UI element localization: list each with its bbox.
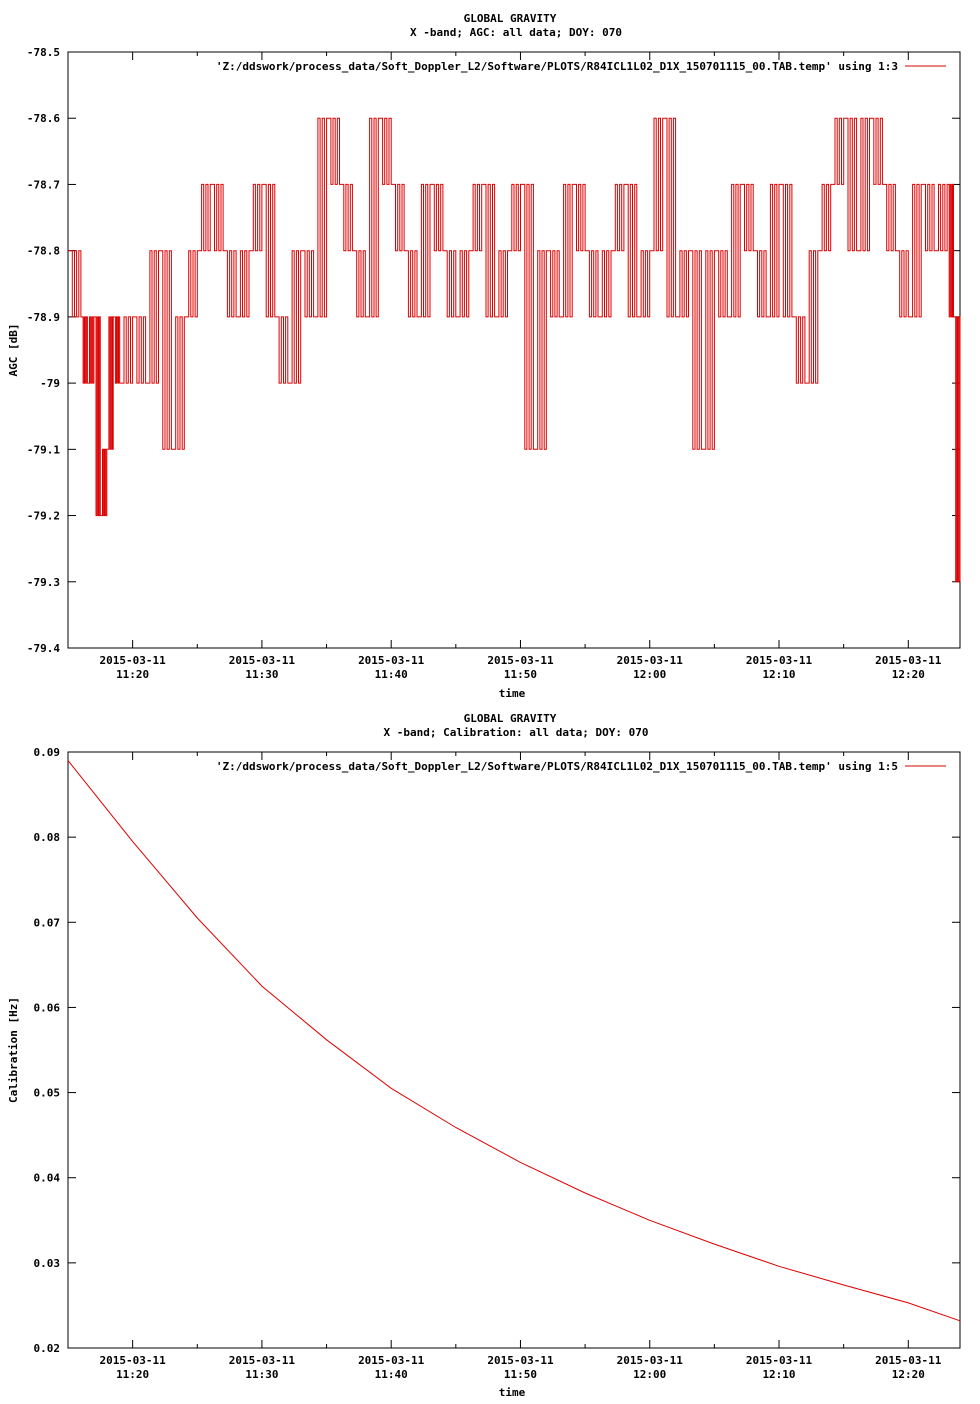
- x-tick-time-label: 12:20: [892, 1368, 925, 1381]
- y-tick-label: -79.1: [27, 443, 60, 456]
- y-tick-label: 0.07: [34, 916, 61, 929]
- x-axis-label: time: [499, 687, 526, 700]
- y-tick-label: -78.7: [27, 178, 60, 191]
- y-tick-label: 0.02: [34, 1342, 61, 1355]
- y-tick-label: -78.5: [27, 46, 60, 59]
- plot-frame: [67, 51, 961, 649]
- y-axis-label: Calibration [Hz]: [7, 997, 20, 1103]
- y-axis-label: AGC [dB]: [7, 324, 20, 377]
- series-line-calibration: [67, 760, 961, 1322]
- y-tick-label: -78.9: [27, 311, 60, 324]
- y-tick-label: 0.09: [34, 746, 61, 759]
- x-axis-label: time: [499, 1386, 526, 1399]
- x-tick-date-label: 2015-03-11: [358, 654, 425, 667]
- y-tick-label: 0.06: [34, 1001, 61, 1014]
- x-tick-time-label: 12:00: [633, 668, 666, 681]
- y-axis-ticks: 0.09 0.08 0.07 0.06 0.05 0.04 0.03 0.02: [34, 746, 960, 1355]
- legend-label: 'Z:/ddswork/process_data/Soft_Doppler_L2…: [216, 60, 898, 73]
- y-tick-label: 0.03: [34, 1257, 61, 1270]
- x-tick-date-label: 2015-03-11: [617, 1354, 684, 1367]
- x-tick-date-label: 2015-03-11: [100, 1354, 167, 1367]
- y-tick-label: -79.3: [27, 576, 60, 589]
- x-axis-ticks: 2015-03-1111:202015-03-1111:302015-03-11…: [67, 752, 942, 1381]
- x-tick-time-label: 11:50: [504, 1368, 537, 1381]
- y-tick-label: 0.04: [34, 1172, 61, 1185]
- chart-subtitle: X -band; AGC: all data; DOY: 070: [410, 26, 622, 39]
- y-tick-label: -79.2: [27, 510, 60, 523]
- y-tick-label: 0.08: [34, 831, 61, 844]
- x-axis-ticks: 2015-03-1111:202015-03-1111:302015-03-11…: [67, 52, 942, 681]
- chart-title: GLOBAL GRAVITY: [464, 712, 557, 725]
- x-tick-time-label: 11:30: [245, 1368, 278, 1381]
- y-tick-label: -79: [40, 377, 60, 390]
- x-tick-date-label: 2015-03-11: [746, 654, 813, 667]
- x-tick-date-label: 2015-03-11: [746, 1354, 813, 1367]
- y-axis-ticks: -78.5 -78.6 -78.7 -78.8 -78.9 -79 -79.1 -79.2 -7…: [27, 46, 960, 655]
- x-tick-date-label: 2015-03-11: [229, 654, 296, 667]
- x-tick-date-label: 2015-03-11: [229, 1354, 296, 1367]
- y-tick-label: -79.4: [27, 642, 60, 655]
- x-tick-time-label: 11:50: [504, 668, 537, 681]
- x-tick-time-label: 12:20: [892, 668, 925, 681]
- legend-label: 'Z:/ddswork/process_data/Soft_Doppler_L2…: [216, 760, 898, 773]
- x-tick-time-label: 11:20: [116, 668, 149, 681]
- x-tick-time-label: 11:30: [245, 668, 278, 681]
- x-tick-time-label: 12:10: [762, 1368, 795, 1381]
- x-tick-time-label: 11:40: [375, 1368, 408, 1381]
- x-tick-date-label: 2015-03-11: [487, 654, 554, 667]
- x-tick-date-label: 2015-03-11: [617, 654, 684, 667]
- x-tick-date-label: 2015-03-11: [875, 1354, 942, 1367]
- chart-title: GLOBAL GRAVITY: [464, 12, 557, 25]
- x-tick-time-label: 12:10: [762, 668, 795, 681]
- plot-frame: [67, 751, 961, 1349]
- x-tick-date-label: 2015-03-11: [487, 1354, 554, 1367]
- series-line-agc: [68, 117, 961, 583]
- x-tick-time-label: 11:40: [375, 668, 408, 681]
- x-tick-time-label: 11:20: [116, 1368, 149, 1381]
- y-tick-label: -78.6: [27, 112, 60, 125]
- y-tick-label: -78.8: [27, 245, 60, 258]
- chart-subtitle: X -band; Calibration: all data; DOY: 070: [384, 726, 649, 739]
- agc-chart: GLOBAL GRAVITY X -band; AGC: all data; D…: [7, 12, 961, 700]
- calibration-chart: GLOBAL GRAVITY X -band; Calibration: all…: [7, 712, 961, 1399]
- x-tick-date-label: 2015-03-11: [100, 654, 167, 667]
- x-tick-date-label: 2015-03-11: [875, 654, 942, 667]
- x-tick-date-label: 2015-03-11: [358, 1354, 425, 1367]
- y-tick-label: 0.05: [34, 1087, 61, 1100]
- x-tick-time-label: 12:00: [633, 1368, 666, 1381]
